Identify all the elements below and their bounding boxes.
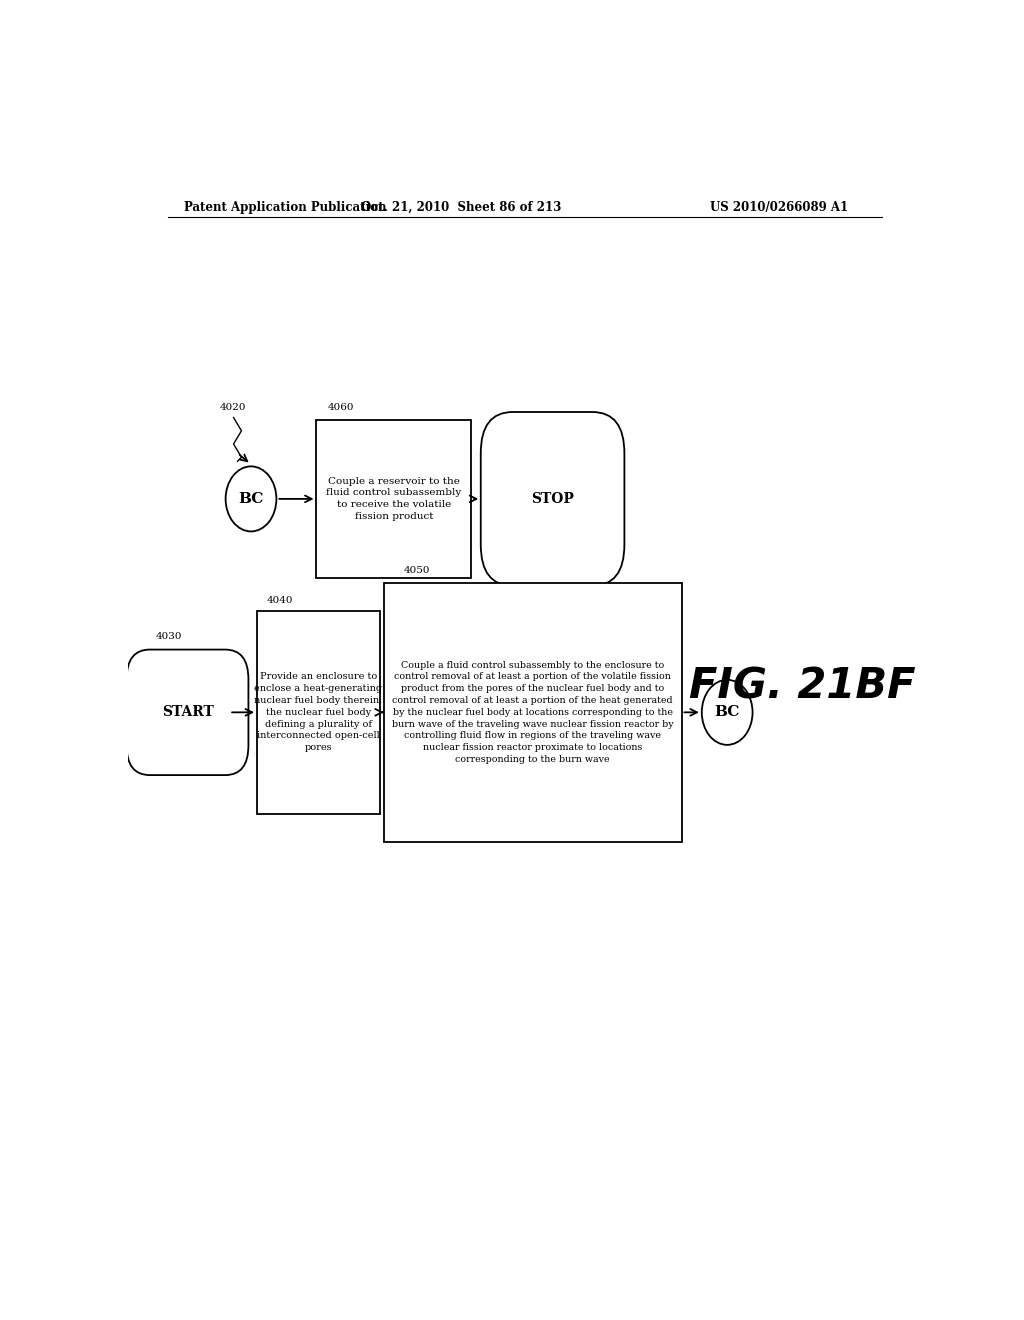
Text: US 2010/0266089 A1: US 2010/0266089 A1: [710, 201, 848, 214]
Bar: [257, 611, 380, 814]
Text: BC: BC: [715, 705, 740, 719]
Text: START: START: [162, 705, 213, 719]
Text: Patent Application Publication: Patent Application Publication: [183, 201, 386, 214]
Text: 4030: 4030: [156, 631, 182, 640]
Text: BC: BC: [239, 492, 264, 506]
Bar: [384, 582, 682, 842]
Text: FIG. 21BF: FIG. 21BF: [689, 665, 915, 708]
Text: STOP: STOP: [531, 492, 574, 506]
Text: 4040: 4040: [267, 597, 294, 605]
Text: 4020: 4020: [219, 403, 246, 412]
Text: Provide an enclosure to
enclose a heat-generating
nuclear fuel body therein,
the: Provide an enclosure to enclose a heat-g…: [254, 672, 383, 752]
Bar: [316, 420, 471, 578]
Text: Couple a fluid control subassembly to the enclosure to
control removal of at lea: Couple a fluid control subassembly to th…: [392, 660, 674, 764]
Text: Couple a reservoir to the
fluid control subassembly
to receive the volatile
fiss: Couple a reservoir to the fluid control …: [327, 477, 462, 521]
Text: 4060: 4060: [328, 403, 354, 412]
Text: Oct. 21, 2010  Sheet 86 of 213: Oct. 21, 2010 Sheet 86 of 213: [361, 201, 561, 214]
FancyBboxPatch shape: [480, 412, 625, 586]
Text: 4050: 4050: [404, 565, 431, 574]
FancyBboxPatch shape: [127, 649, 249, 775]
Text: 4070: 4070: [517, 428, 544, 437]
